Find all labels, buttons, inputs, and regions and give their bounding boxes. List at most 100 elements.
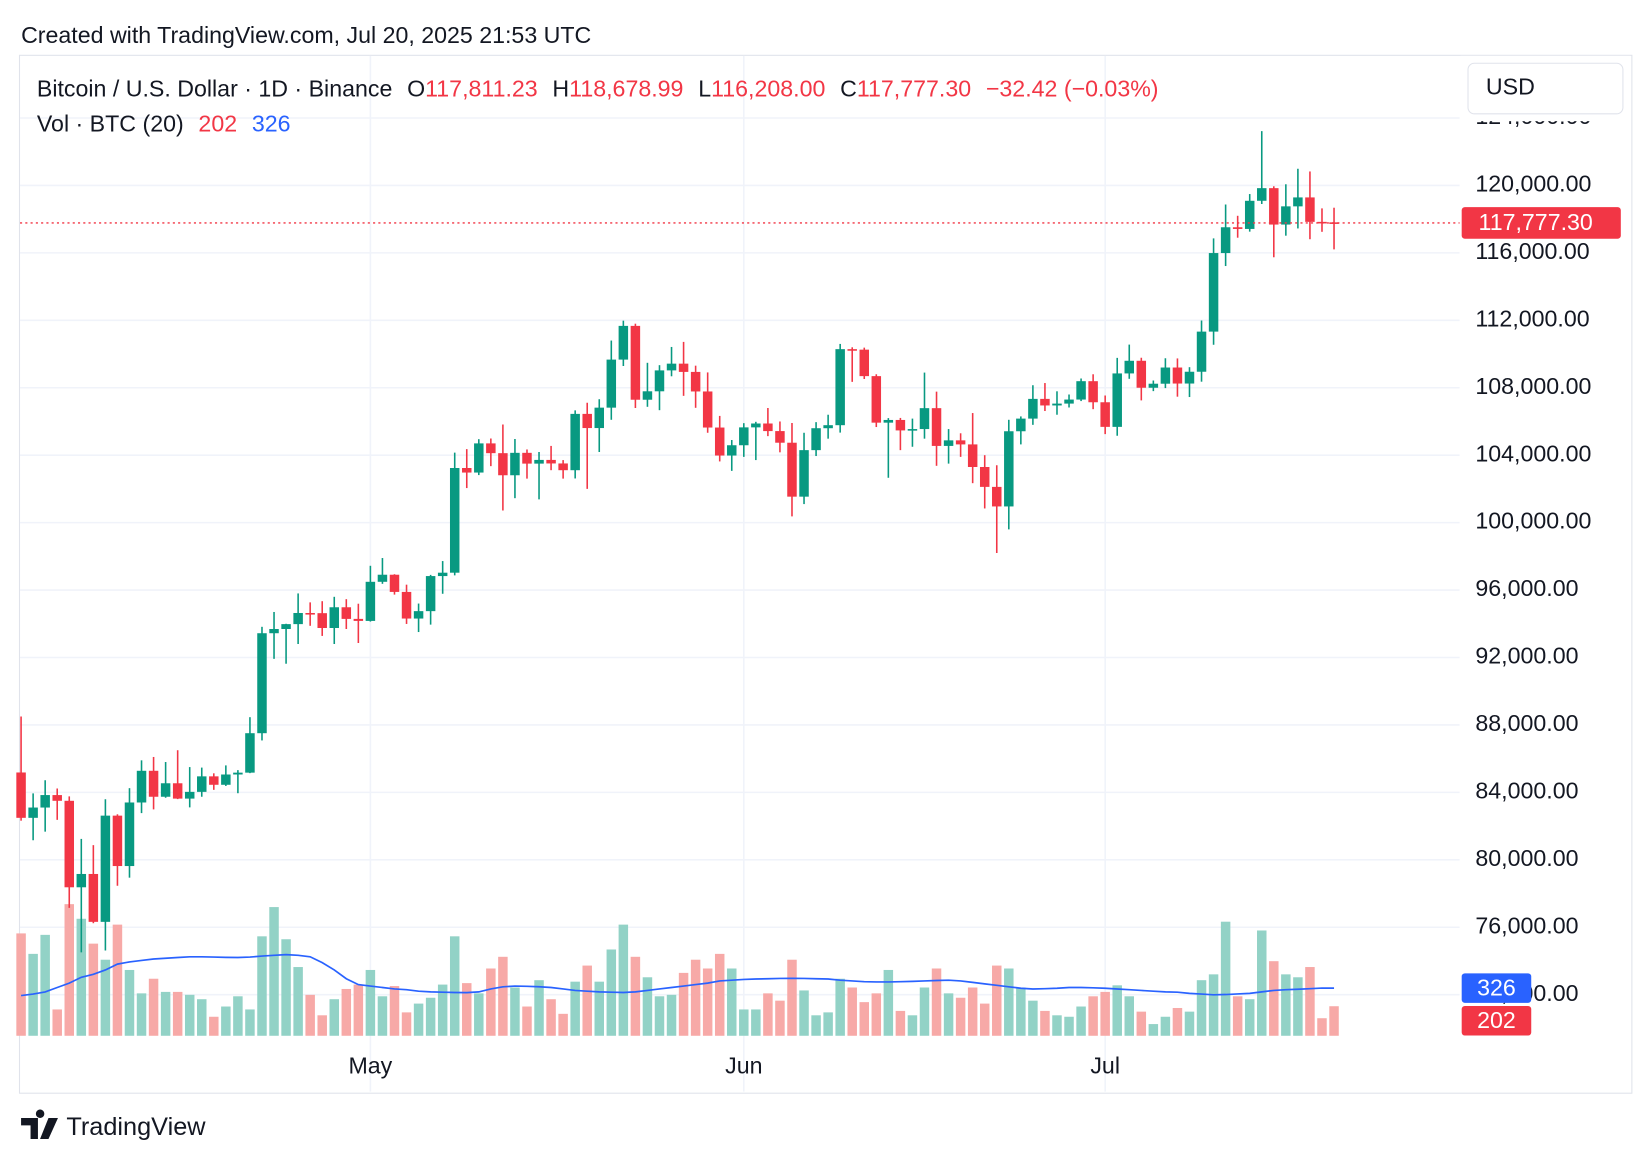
candle-body xyxy=(992,486,1002,507)
volume-badge xyxy=(1461,1006,1532,1036)
candle-body xyxy=(341,607,352,619)
candle-body xyxy=(1028,398,1038,419)
candle-body xyxy=(1196,331,1207,372)
volume-bar xyxy=(197,999,207,1036)
volume-bar xyxy=(486,968,496,1036)
volume-bar xyxy=(1100,991,1110,1036)
volume-bar xyxy=(1112,985,1122,1036)
candle-body xyxy=(1293,197,1303,207)
y-tick-label: 76,000.00 xyxy=(1475,912,1578,938)
candle-body xyxy=(221,774,231,785)
candle-body xyxy=(522,452,532,464)
price-axis: 72,000.0076,000.0080,000.0084,000.0088,0… xyxy=(349,103,1621,1079)
candle-body xyxy=(1281,206,1291,225)
candle-body xyxy=(88,873,99,922)
volume-bar xyxy=(281,939,291,1036)
candle-body xyxy=(955,440,966,445)
candle-body xyxy=(1184,371,1195,384)
volume-bar xyxy=(883,969,894,1036)
volume-bar xyxy=(1305,967,1315,1036)
candle-body xyxy=(1269,188,1279,225)
candle-body xyxy=(1232,227,1243,229)
volume-bar xyxy=(148,978,159,1036)
y-tick-label: 108,000.00 xyxy=(1475,373,1591,399)
candle-body xyxy=(1220,227,1231,254)
candle-body xyxy=(570,413,580,471)
volume-bar xyxy=(474,993,484,1036)
volume-bar xyxy=(305,994,315,1036)
legend-key: L xyxy=(698,76,711,102)
volume-bar xyxy=(88,943,99,1036)
candle-body xyxy=(474,443,484,473)
volume-bar xyxy=(437,984,448,1036)
legend-change: −32.42 (−0.03%) xyxy=(986,76,1159,102)
volume-bar xyxy=(136,993,147,1036)
candle-body xyxy=(305,612,315,615)
candle-body xyxy=(365,581,376,621)
currency[interactable]: USD xyxy=(1486,74,1535,100)
volume-bar xyxy=(751,1009,761,1036)
candle-body xyxy=(52,795,62,801)
volume-bar xyxy=(510,987,520,1036)
candle-body xyxy=(377,574,388,582)
volume-bar xyxy=(979,1003,990,1036)
candle-body xyxy=(558,463,568,471)
volume-bar xyxy=(522,1006,532,1036)
volume-bar xyxy=(931,968,942,1036)
candle-body xyxy=(1016,418,1026,432)
y-tick-label: 120,000.00 xyxy=(1475,171,1591,197)
candle-body xyxy=(413,611,424,619)
candle-body xyxy=(1064,399,1074,404)
volume-bar xyxy=(329,999,340,1036)
y-tick-label: 84,000.00 xyxy=(1475,777,1578,803)
volume-bar xyxy=(799,990,809,1036)
candle-body xyxy=(931,408,942,446)
volume-bar xyxy=(100,959,111,1036)
volume-bar xyxy=(52,1009,62,1036)
candle-body xyxy=(678,363,689,372)
volume-bar xyxy=(594,981,605,1036)
volume-bar xyxy=(919,987,930,1036)
candle-body xyxy=(1208,253,1219,332)
candle-body xyxy=(245,733,255,773)
candle-body xyxy=(437,572,448,577)
volume-bar xyxy=(630,956,641,1036)
volume-bar xyxy=(787,959,797,1036)
volume-bar xyxy=(654,996,665,1036)
volume-bar xyxy=(955,997,966,1036)
volume-bar xyxy=(859,1002,870,1036)
candle-body xyxy=(197,776,207,792)
candle-body xyxy=(943,440,954,446)
y-tick-label: 88,000.00 xyxy=(1475,710,1578,736)
volume-bar xyxy=(690,959,701,1036)
candle-body xyxy=(510,452,520,476)
candle-body xyxy=(329,607,340,628)
y-tick-label: 100,000.00 xyxy=(1475,508,1591,534)
volume-bar xyxy=(124,969,135,1036)
candle-body xyxy=(714,427,725,456)
volume-bar xyxy=(702,968,713,1036)
volume-bar xyxy=(1172,1007,1183,1036)
volume-bar xyxy=(1196,980,1207,1036)
y-tick-label: 116,000.00 xyxy=(1475,238,1589,264)
volume-bar xyxy=(425,997,436,1036)
volume-bar xyxy=(1232,996,1243,1036)
candle-body xyxy=(666,363,677,371)
candle-body xyxy=(1088,381,1098,403)
candle-body xyxy=(1160,367,1171,384)
volume-bar xyxy=(775,1000,785,1036)
legend: Bitcoin / U.S. Dollar · 1D · Binance O117… xyxy=(37,76,1159,102)
candle-body xyxy=(907,429,918,431)
candle-body xyxy=(1244,200,1255,229)
currency-button[interactable] xyxy=(1467,62,1624,115)
candle-body xyxy=(823,425,833,429)
candle-body xyxy=(967,444,978,467)
volume-bar xyxy=(1136,1011,1147,1036)
volume-bar xyxy=(618,924,629,1036)
volume-bar xyxy=(763,993,773,1036)
legend-value: 118,678.99 xyxy=(569,76,683,102)
volume-bar xyxy=(413,1003,424,1036)
candle-body xyxy=(257,633,267,734)
volume-bar xyxy=(1124,996,1135,1036)
